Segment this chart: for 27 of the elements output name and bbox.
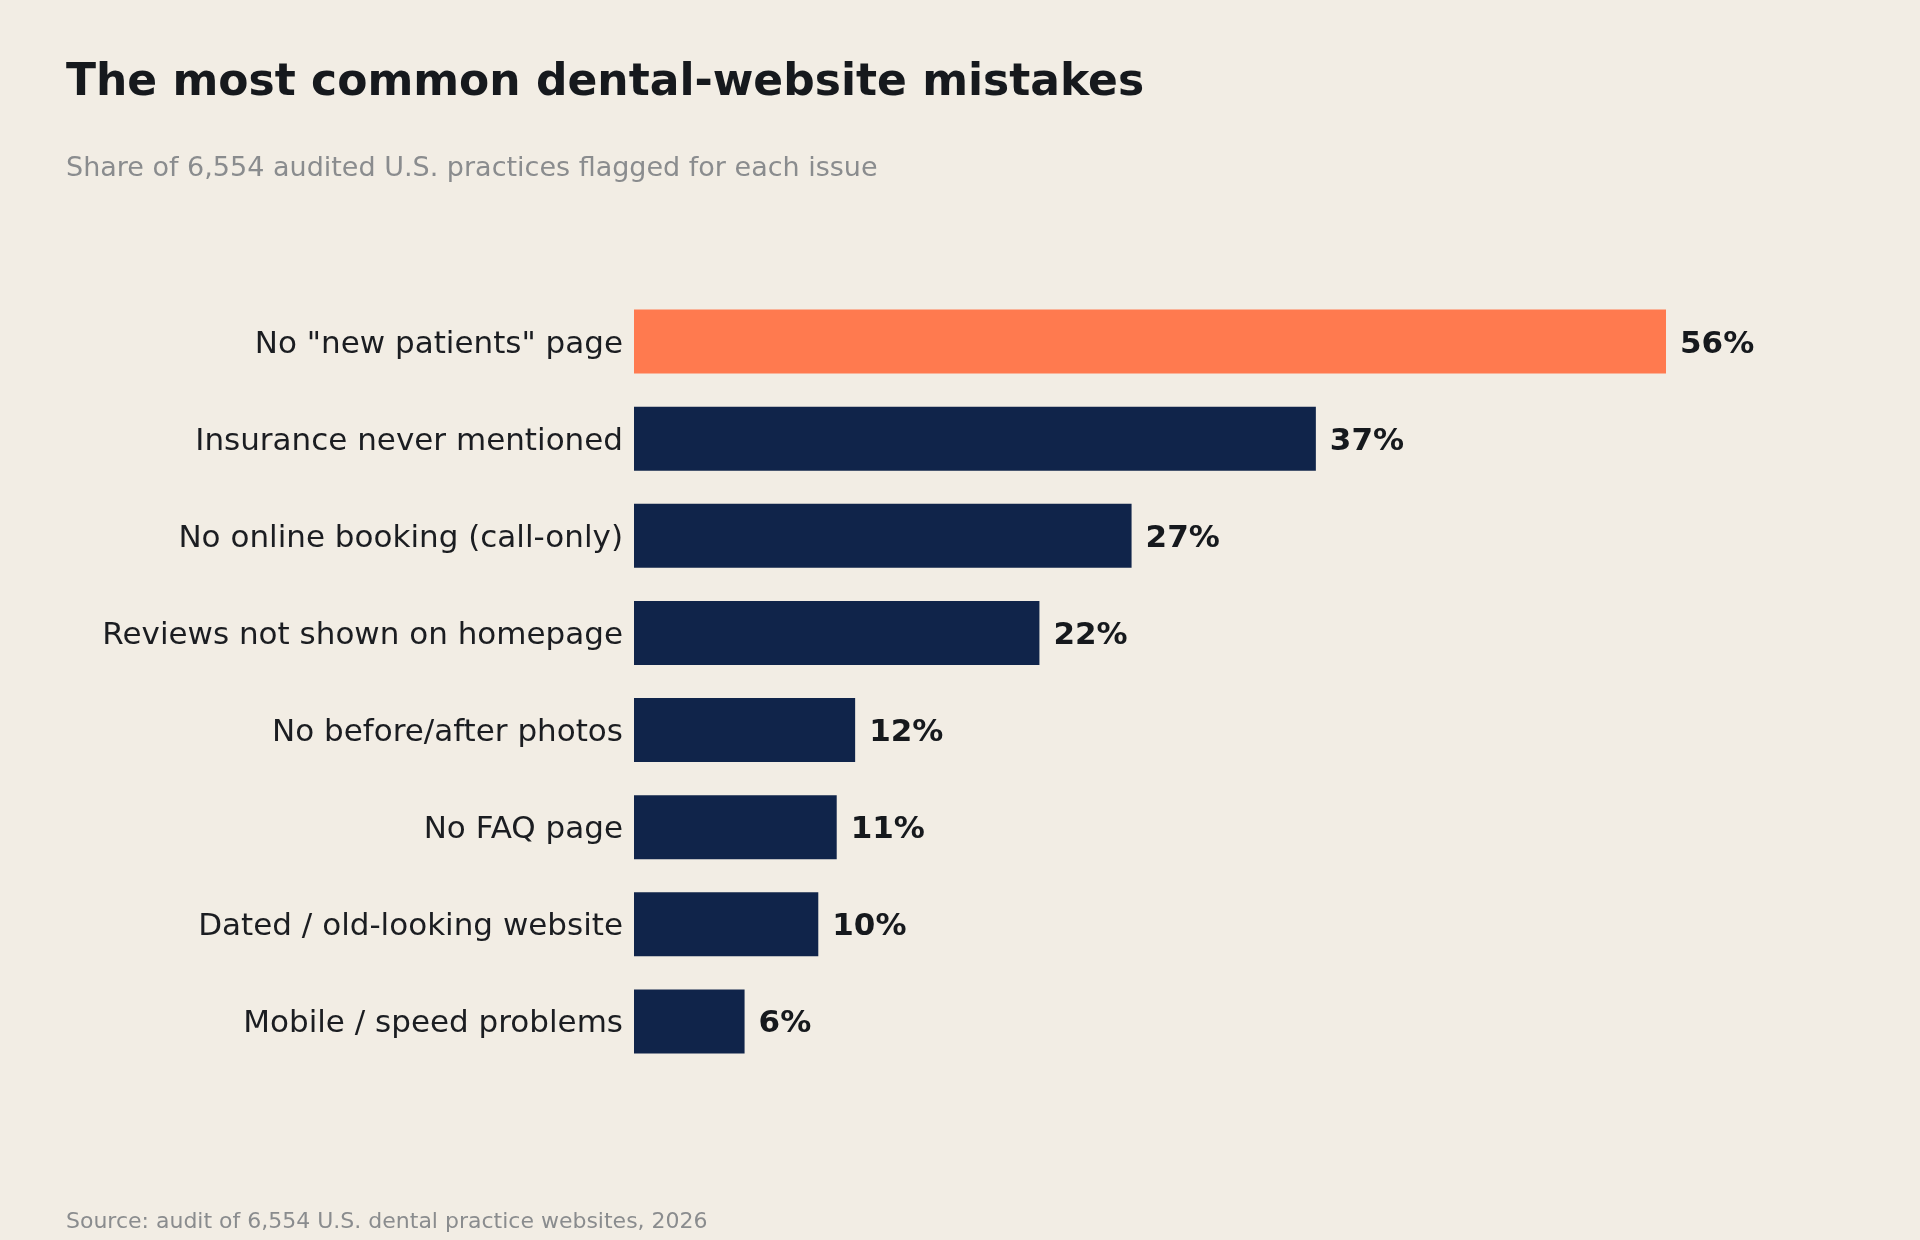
bar bbox=[634, 795, 837, 860]
data-label: 27% bbox=[1145, 517, 1220, 554]
data-label: 56% bbox=[1680, 323, 1755, 360]
bar bbox=[634, 406, 1316, 471]
bar bbox=[634, 989, 745, 1054]
data-label: 11% bbox=[850, 809, 925, 846]
bar bbox=[634, 503, 1132, 568]
y-tick-label: No "new patients" page bbox=[254, 323, 623, 360]
y-tick-label: No online booking (call-only) bbox=[178, 517, 623, 554]
source-note: Source: audit of 6,554 U.S. dental practice websites, 2026 bbox=[66, 1208, 708, 1233]
data-label: 10% bbox=[832, 906, 907, 943]
data-label: 6% bbox=[758, 1003, 812, 1040]
bar bbox=[634, 892, 819, 957]
y-tick-label: No before/after photos bbox=[272, 712, 623, 749]
chart-subtitle: Share of 6,554 audited U.S. practices flagged for each issue bbox=[66, 151, 878, 182]
y-tick-label: Mobile / speed problems bbox=[243, 1003, 623, 1040]
data-label: 37% bbox=[1329, 420, 1405, 457]
bar bbox=[634, 600, 1040, 665]
bar bbox=[634, 698, 856, 763]
chart-title: The most common dental-website mistakes bbox=[66, 54, 1145, 105]
data-label: 12% bbox=[869, 712, 944, 749]
y-tick-label: Dated / old-looking website bbox=[198, 906, 623, 943]
y-tick-label: No FAQ page bbox=[423, 809, 623, 846]
data-label: 22% bbox=[1053, 614, 1128, 651]
bar bbox=[634, 309, 1666, 374]
y-tick-label: Insurance never mentioned bbox=[195, 420, 623, 457]
y-tick-label: Reviews not shown on homepage bbox=[102, 614, 623, 651]
